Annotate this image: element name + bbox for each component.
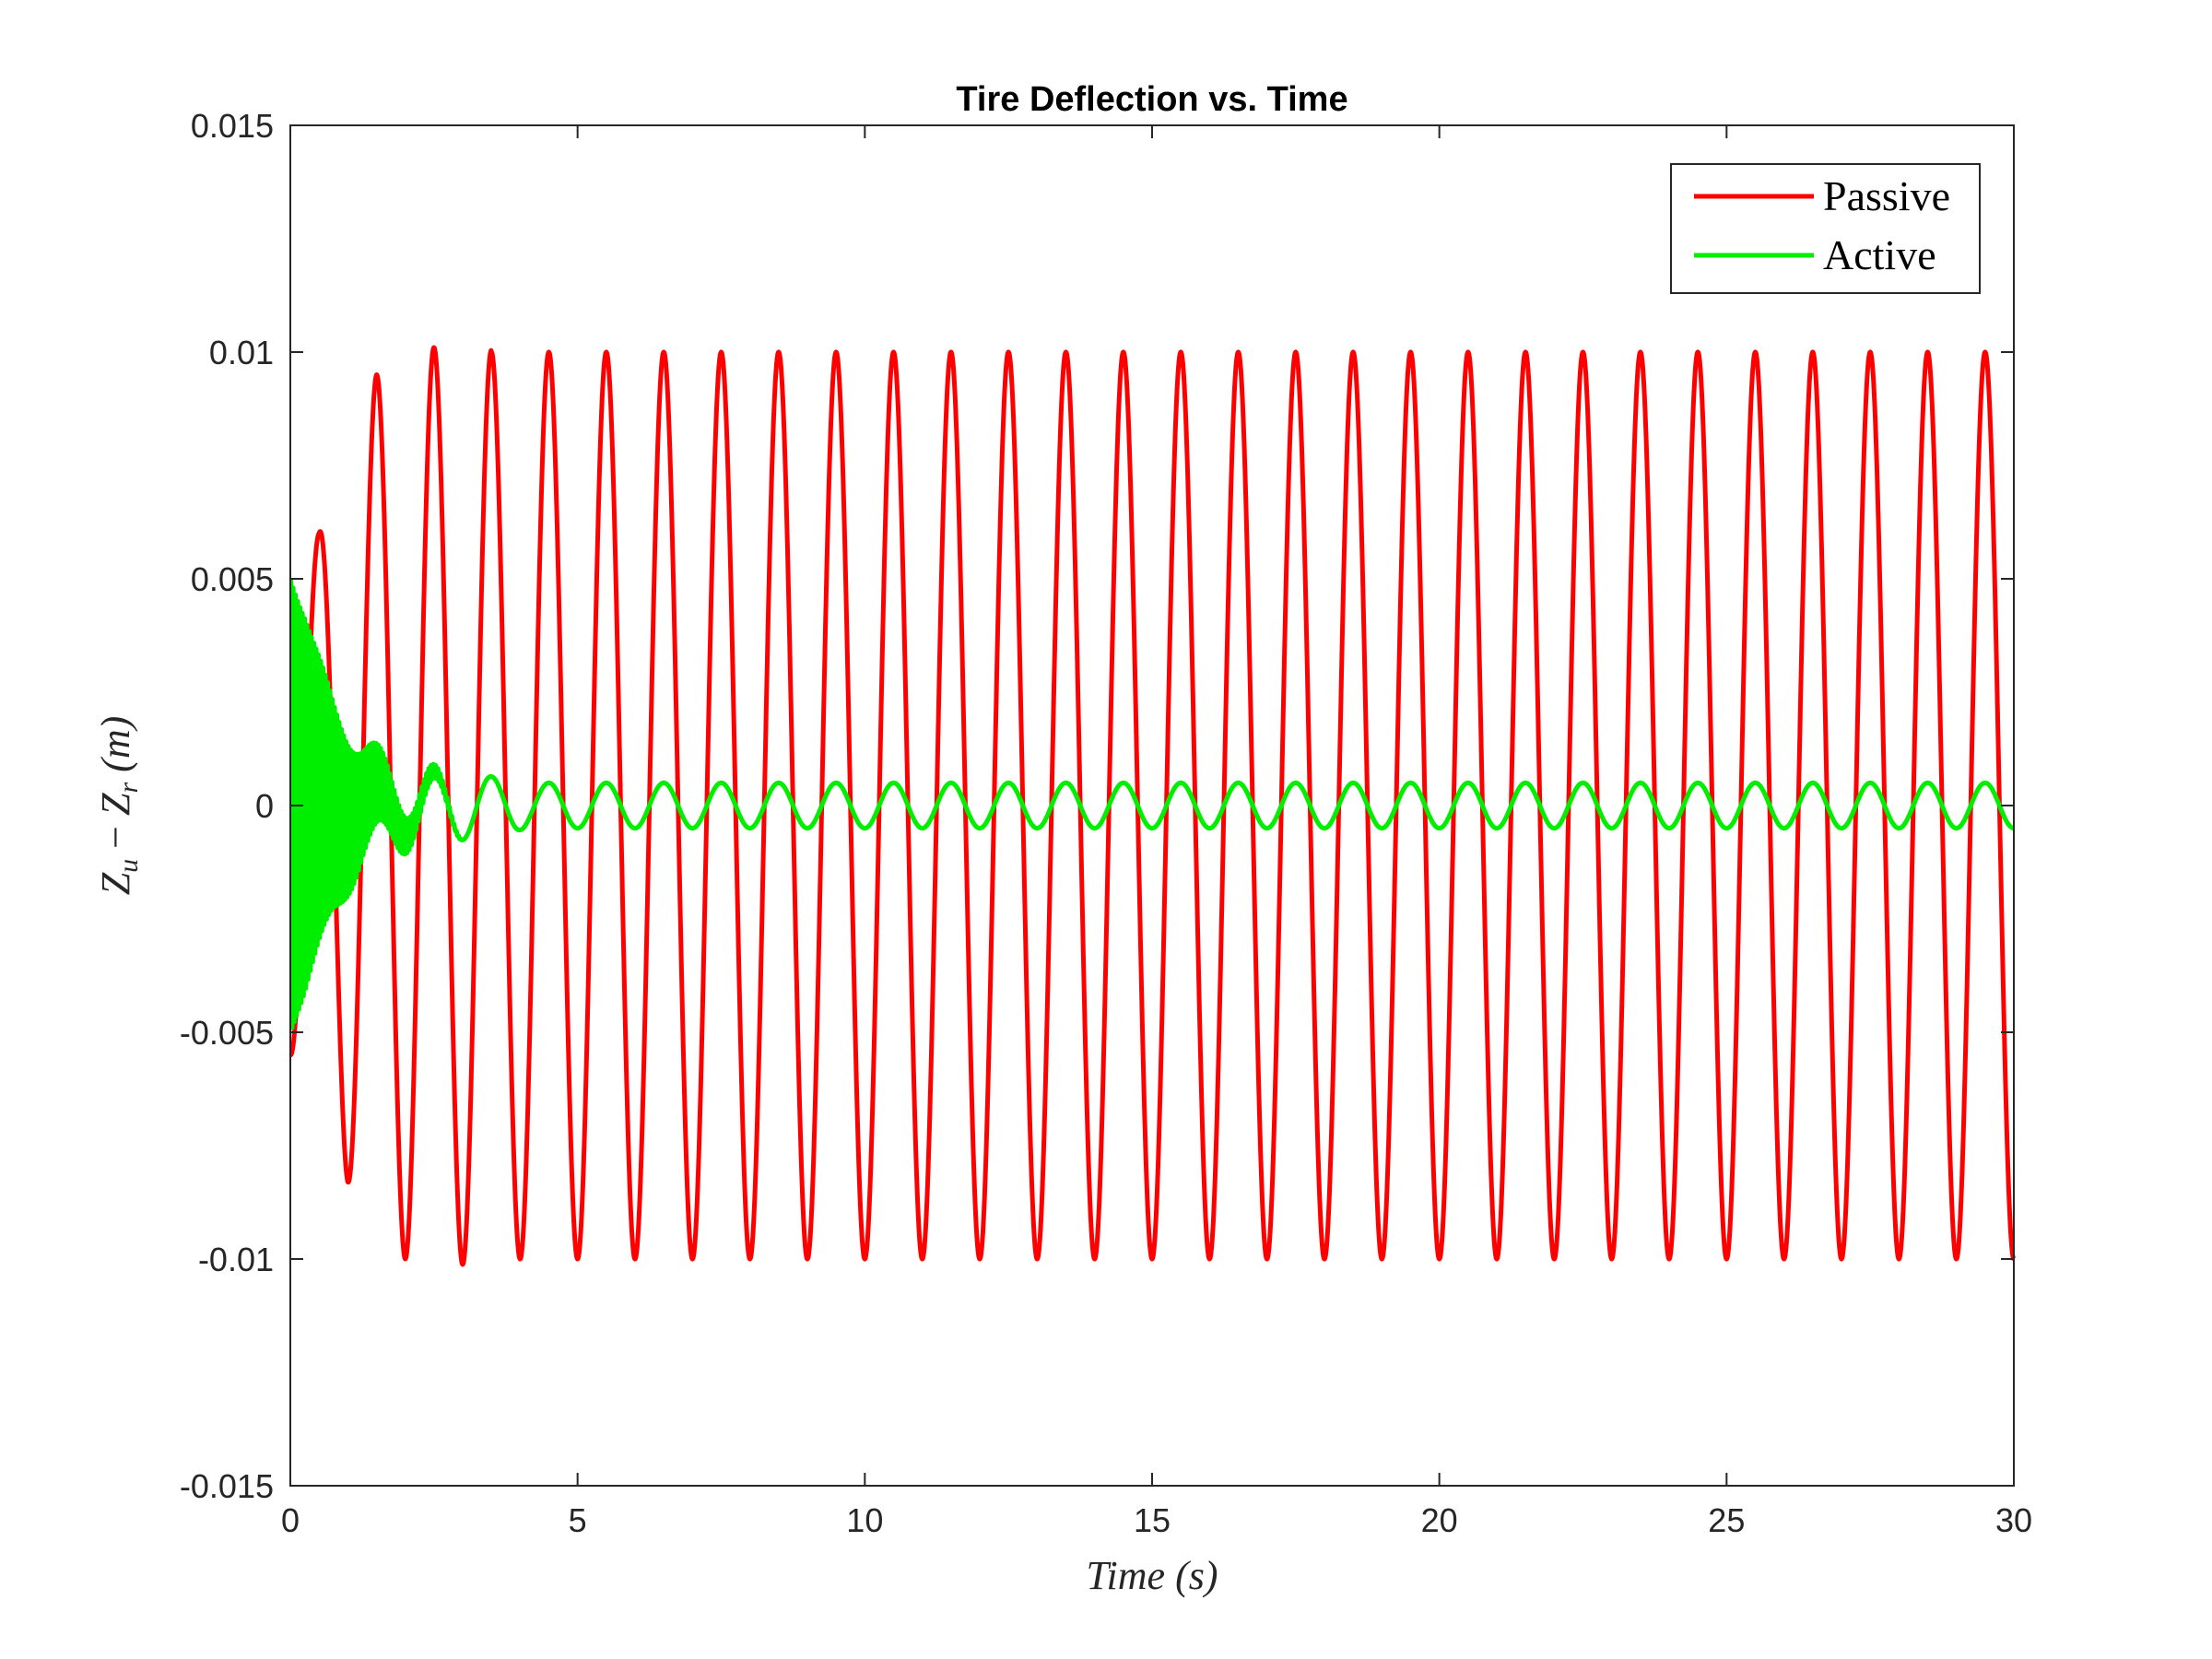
y-tick-label: 0 (255, 787, 274, 825)
plot-area (290, 125, 2014, 1486)
y-label-z1: Z (93, 872, 138, 895)
y-tick-label: 0.01 (209, 334, 274, 371)
y-label-sub-u: u (113, 859, 144, 873)
y-label-sub-r: r (113, 782, 144, 793)
y-label-unit: (m) (93, 716, 138, 782)
y-label-minus: − (93, 816, 138, 859)
x-tick-label: 5 (569, 1501, 587, 1539)
x-tick-label: 15 (1134, 1501, 1171, 1539)
x-tick-label: 0 (281, 1501, 300, 1539)
y-label-z2: Z (93, 793, 138, 816)
chart-title: Tire Deflection vs. Time (956, 80, 1347, 119)
y-tick-label: 0.015 (191, 107, 274, 145)
x-tick-label: 10 (846, 1501, 883, 1539)
x-tick-label: 20 (1421, 1501, 1458, 1539)
x-tick-label: 30 (1995, 1501, 2032, 1539)
x-axis-label: Time (s) (1087, 1553, 1218, 1598)
legend: Passive Active (1671, 164, 1980, 293)
legend-label-active: Active (1823, 231, 1936, 278)
y-tick-label: 0.005 (191, 560, 274, 598)
y-tick-label: -0.015 (180, 1467, 274, 1505)
y-tick-label: -0.005 (180, 1014, 274, 1052)
x-tick-label: 25 (1708, 1501, 1745, 1539)
legend-label-passive: Passive (1823, 172, 1950, 219)
y-tick-label: -0.01 (198, 1241, 274, 1278)
